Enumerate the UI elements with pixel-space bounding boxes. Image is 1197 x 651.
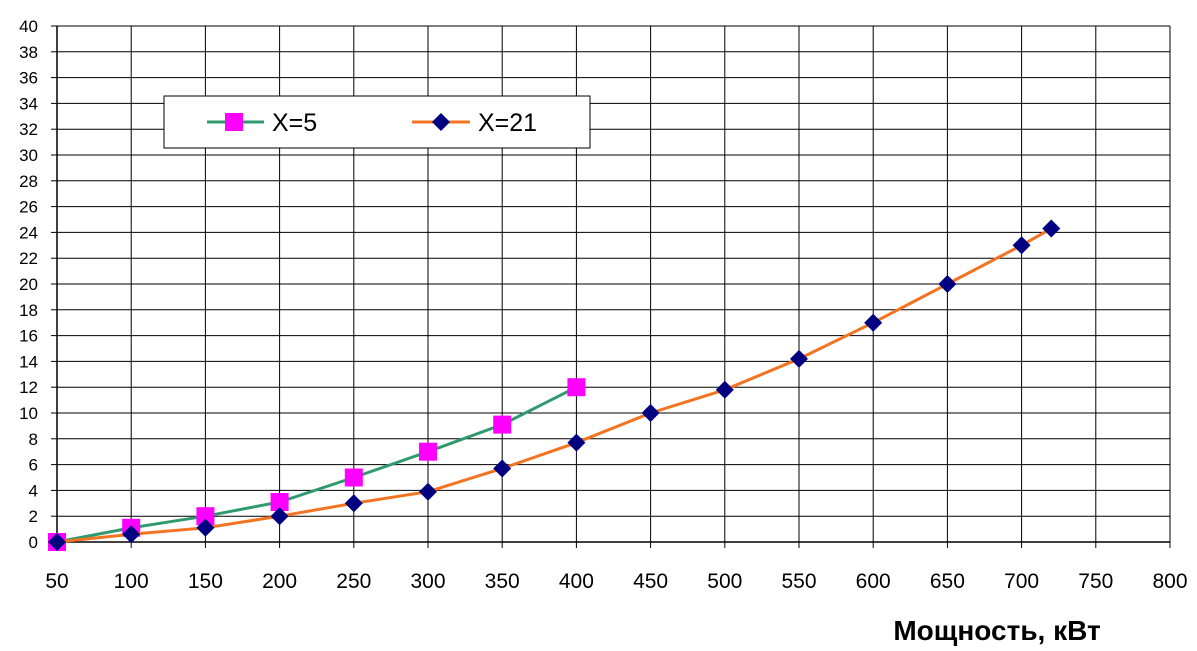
x-tick-labels: 50 100 150 200 250 300 350 400 450 500 550 600 650 70… — [45, 570, 1187, 593]
y-tick-label: 32 — [19, 120, 38, 139]
y-tick-label: 34 — [19, 94, 38, 113]
data-point — [419, 442, 437, 461]
data-point — [864, 313, 883, 332]
data-point — [344, 468, 363, 487]
x-axis-label: Мощность, кВт — [893, 615, 1100, 646]
x-tick-label: 600 — [856, 570, 891, 593]
y-tick-label: 36 — [19, 69, 38, 88]
series-1 — [48, 378, 586, 551]
y-tick-label: 16 — [19, 327, 38, 346]
y-tick-label: 24 — [19, 223, 38, 242]
data-point — [122, 525, 141, 544]
data-point — [715, 380, 734, 399]
data-point — [270, 493, 289, 512]
x-tick-label: 750 — [1078, 570, 1113, 593]
y-tick-label: 4 — [29, 481, 38, 500]
y-tick-label: 20 — [19, 275, 38, 294]
legend-label: X=21 — [478, 109, 537, 137]
data-point — [567, 433, 586, 452]
x-tick-label: 350 — [485, 570, 520, 593]
y-tick-label: 10 — [19, 404, 38, 423]
data-point — [567, 378, 586, 397]
series-line — [56, 227, 1053, 544]
y-tick-label: 30 — [19, 146, 38, 165]
data-point — [493, 459, 512, 478]
data-point — [1012, 236, 1031, 255]
data-point — [270, 507, 289, 526]
x-tick-label: 800 — [1152, 570, 1187, 593]
x-tick-label: 50 — [45, 570, 68, 593]
x-tick-label: 700 — [1004, 570, 1039, 593]
legend-entry: X=5 — [207, 109, 317, 137]
data-point — [790, 349, 808, 368]
x-tick-label: 200 — [262, 570, 297, 593]
data-point — [196, 518, 215, 537]
legend: X=5 X=21 — [163, 95, 591, 149]
series-2 — [48, 219, 1061, 551]
y-tick-label: 14 — [19, 352, 38, 371]
y-tick-label: 2 — [29, 507, 38, 526]
data-point — [641, 404, 660, 422]
x-tick-label: 300 — [410, 570, 445, 593]
y-tick-label: 40 — [19, 17, 38, 36]
x-tick-label: 450 — [633, 570, 668, 593]
data-point — [1042, 219, 1061, 238]
series-layer — [48, 219, 1061, 551]
data-point — [48, 533, 66, 551]
y-tick-label: 18 — [19, 301, 38, 320]
y-tick-label: 28 — [19, 172, 38, 191]
y-tick-label: 8 — [29, 430, 38, 449]
data-point — [493, 415, 512, 434]
y-tick-label: 22 — [19, 249, 38, 268]
x-tick-label: 100 — [114, 570, 149, 593]
x-tick-label: 500 — [707, 570, 742, 593]
y-tick-label: 38 — [19, 43, 38, 62]
x-tick-label: 400 — [559, 570, 594, 593]
x-tick-label: 150 — [188, 570, 223, 593]
data-point — [196, 507, 215, 526]
legend-label: X=5 — [272, 109, 317, 137]
x-tick-label: 550 — [781, 570, 816, 593]
y-tick-label: 6 — [29, 456, 38, 475]
series-line — [56, 385, 578, 544]
data-point — [938, 275, 957, 293]
x-tick-label: 250 — [336, 570, 371, 593]
x-tick-label: 650 — [930, 570, 965, 593]
legend-entry: X=21 — [412, 109, 537, 137]
y-tick-label: 12 — [19, 378, 38, 397]
data-point — [419, 482, 437, 501]
data-point — [344, 494, 363, 513]
y-tick-label: 26 — [19, 198, 38, 217]
y-tick-label: 0 — [29, 533, 38, 552]
legend-marker — [225, 113, 243, 131]
legend-marker — [432, 113, 450, 131]
